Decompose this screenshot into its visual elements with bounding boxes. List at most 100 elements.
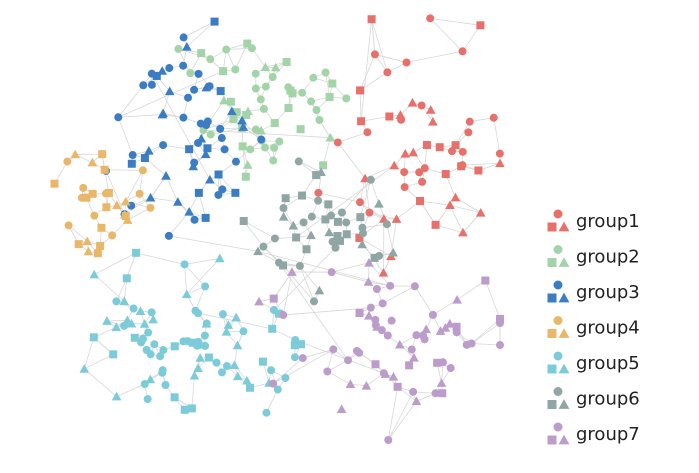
- node: [438, 389, 447, 398]
- node: [132, 248, 141, 257]
- legend-symbol: [553, 245, 563, 254]
- node: [109, 350, 118, 359]
- edge: [282, 265, 315, 302]
- node: [139, 319, 150, 328]
- node: [142, 346, 151, 355]
- legend-label: group1: [576, 211, 640, 232]
- node: [451, 141, 460, 150]
- node: [219, 95, 229, 105]
- node: [126, 318, 137, 328]
- node: [64, 221, 73, 230]
- node: [319, 161, 328, 170]
- node: [159, 141, 168, 150]
- node: [476, 21, 485, 30]
- node: [254, 296, 264, 306]
- node: [269, 379, 278, 388]
- node: [395, 110, 406, 119]
- node: [452, 328, 461, 337]
- node: [458, 47, 467, 56]
- node: [324, 227, 334, 237]
- edge: [283, 307, 371, 316]
- edge: [359, 237, 392, 257]
- node: [431, 220, 440, 229]
- edge: [361, 116, 390, 122]
- edge: [243, 220, 264, 247]
- node: [436, 378, 447, 387]
- node: [164, 86, 175, 96]
- node: [279, 261, 288, 270]
- edge: [295, 165, 395, 238]
- node: [410, 282, 419, 291]
- node: [112, 297, 121, 306]
- node: [268, 72, 277, 81]
- node: [400, 149, 411, 158]
- node: [270, 119, 279, 128]
- node: [189, 370, 200, 380]
- node: [221, 327, 232, 336]
- edge: [186, 258, 221, 295]
- node: [152, 71, 161, 80]
- edge: [163, 144, 190, 150]
- node: [102, 316, 112, 325]
- edge: [449, 205, 464, 233]
- node: [310, 297, 319, 306]
- node: [419, 331, 428, 340]
- node: [139, 81, 148, 90]
- node: [435, 326, 446, 335]
- edge: [368, 262, 391, 287]
- node: [145, 192, 156, 202]
- node: [164, 231, 173, 240]
- edge: [371, 19, 376, 55]
- node: [426, 14, 435, 23]
- edge: [456, 280, 486, 301]
- node: [193, 363, 203, 373]
- node: [357, 117, 366, 126]
- node: [408, 147, 419, 157]
- edge: [272, 357, 304, 384]
- node: [174, 44, 183, 53]
- node: [444, 318, 455, 328]
- edge: [455, 197, 481, 214]
- node: [88, 189, 97, 198]
- node: [378, 268, 389, 277]
- node: [243, 39, 252, 48]
- node: [409, 387, 418, 396]
- edge: [84, 368, 117, 397]
- node: [371, 321, 380, 330]
- node: [258, 357, 267, 366]
- node: [122, 274, 131, 283]
- node: [400, 168, 409, 177]
- node: [420, 164, 429, 173]
- edge: [429, 18, 463, 52]
- edge: [68, 225, 88, 242]
- node: [302, 245, 311, 254]
- node: [336, 236, 345, 245]
- node: [292, 233, 301, 242]
- edge: [435, 224, 464, 233]
- node: [467, 339, 476, 348]
- edge: [84, 353, 114, 370]
- node: [89, 269, 100, 279]
- node: [342, 218, 351, 227]
- edge: [273, 271, 293, 299]
- node: [96, 241, 105, 250]
- legend-symbol: [547, 435, 557, 445]
- edge: [387, 391, 414, 441]
- node: [144, 328, 153, 337]
- node: [201, 282, 210, 291]
- node: [206, 55, 215, 64]
- node: [288, 220, 299, 230]
- node: [371, 360, 380, 369]
- legend-symbol: [547, 222, 557, 232]
- node: [307, 97, 316, 106]
- node: [223, 320, 234, 329]
- node: [383, 68, 392, 77]
- edge: [471, 322, 501, 344]
- node: [127, 159, 136, 168]
- edge: [341, 179, 372, 213]
- node: [312, 106, 321, 115]
- node: [229, 360, 240, 370]
- node: [269, 156, 278, 165]
- node: [156, 352, 165, 361]
- node: [135, 306, 146, 316]
